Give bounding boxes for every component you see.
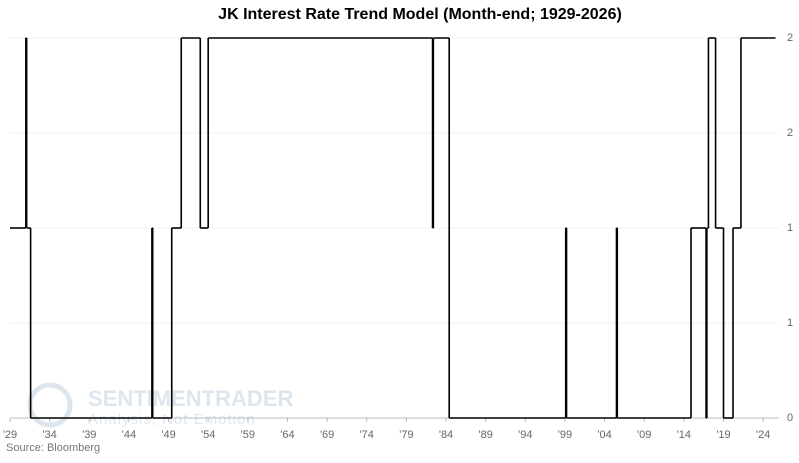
y-tick-label: 2 bbox=[787, 127, 793, 139]
x-tick-label: '84 bbox=[439, 429, 453, 441]
x-tick-label: '64 bbox=[280, 429, 294, 441]
y-tick-label: 0 bbox=[787, 412, 793, 424]
chart-title: JK Interest Rate Trend Model (Month-end;… bbox=[218, 6, 622, 23]
watermark: SENTIMENTRADER Analysis, Not Emotion bbox=[27, 382, 293, 428]
x-tick-label: '09 bbox=[637, 429, 651, 441]
y-tick-label: 1 bbox=[787, 222, 793, 234]
x-tick-label: '54 bbox=[201, 429, 215, 441]
x-tick-label: '39 bbox=[82, 429, 96, 441]
x-tick-label: '89 bbox=[478, 429, 492, 441]
x-tick-label: '79 bbox=[399, 429, 413, 441]
x-tick-label: '49 bbox=[161, 429, 175, 441]
x-tick-label: '74 bbox=[360, 429, 374, 441]
x-tick-label: '59 bbox=[241, 429, 255, 441]
x-tick-label: '99 bbox=[558, 429, 572, 441]
x-tick-label: '04 bbox=[597, 429, 611, 441]
x-tick-label: '14 bbox=[677, 429, 691, 441]
step-line bbox=[10, 37, 776, 419]
x-tick-label: '69 bbox=[320, 429, 334, 441]
y-tick-label: 2 bbox=[787, 32, 793, 44]
x-tick-label: '19 bbox=[716, 429, 730, 441]
watermark-tagline: Analysis, Not Emotion bbox=[88, 411, 256, 428]
x-tick-label: '34 bbox=[42, 429, 56, 441]
y-tick-label: 1 bbox=[787, 317, 793, 329]
source-note: Source: Bloomberg bbox=[6, 442, 100, 454]
x-tick-label: '29 bbox=[3, 429, 17, 441]
x-tick-label: '94 bbox=[518, 429, 532, 441]
x-tick-label: '44 bbox=[122, 429, 136, 441]
watermark-brand: SENTIMENTRADER bbox=[88, 386, 293, 411]
x-tick-label: '24 bbox=[756, 429, 770, 441]
